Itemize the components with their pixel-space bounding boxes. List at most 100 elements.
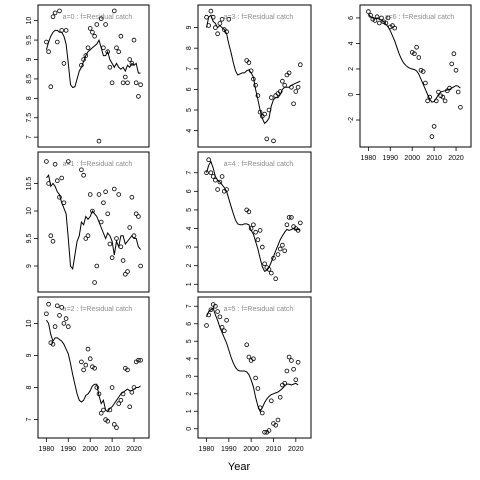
data-point (103, 22, 108, 27)
data-point (87, 192, 93, 197)
y-tick-label: 9 (26, 57, 33, 61)
data-point (219, 16, 225, 22)
data-point (59, 28, 64, 33)
data-point (131, 37, 137, 43)
panel-frame (197, 296, 312, 439)
data-point (455, 89, 461, 95)
y-tick-label: 4 (186, 129, 193, 133)
data-point (96, 192, 102, 197)
data-point (52, 324, 58, 329)
data-point (44, 311, 49, 317)
y-tick-label: 2 (348, 67, 355, 71)
data-point (129, 61, 135, 66)
fitted-line (206, 307, 299, 413)
data-point (224, 317, 229, 323)
data-point (266, 267, 272, 272)
data-point (268, 95, 274, 100)
data-point (94, 22, 100, 27)
y-tick-label: 10.5 (26, 177, 33, 191)
data-point (217, 314, 223, 320)
data-point (217, 21, 223, 26)
y-tick-label: 7.5 (26, 113, 33, 123)
data-point (433, 98, 439, 104)
data-point (376, 20, 382, 26)
data-point (87, 356, 93, 362)
data-point (385, 15, 391, 21)
data-point (120, 258, 126, 263)
data-point (46, 49, 51, 54)
x-axis-label: Year (228, 461, 251, 473)
data-point (215, 31, 220, 37)
panel-frame (37, 296, 150, 439)
data-point (204, 14, 209, 20)
y-tick-label: 9 (26, 264, 33, 268)
data-point (125, 269, 130, 274)
x-tick-label: 2000 (243, 446, 259, 453)
y-tick-label: 7 (26, 418, 33, 422)
panel-frame (197, 4, 312, 148)
x-tick-label: 2020 (448, 155, 464, 162)
y-tick-label: 8 (26, 96, 33, 100)
data-point (291, 101, 296, 107)
data-point (251, 222, 256, 228)
y-tick-label: 3 (186, 245, 193, 249)
data-point (251, 76, 256, 82)
y-tick-label: 4 (186, 357, 193, 361)
panel-frame (197, 151, 312, 293)
data-point (208, 170, 214, 176)
panel-a4: a=4 : f=Residual catch 1 2 3 4 5 6 7 (186, 151, 312, 293)
data-point (83, 362, 89, 368)
data-point (271, 138, 276, 144)
fitted-line (45, 319, 141, 413)
data-point (92, 33, 97, 39)
x-tick-label: 1980 (39, 446, 55, 453)
data-point (416, 55, 422, 60)
data-point (257, 109, 263, 115)
data-point (206, 157, 212, 163)
y-tick-label: 8 (186, 46, 193, 50)
data-point (103, 189, 108, 195)
data-point (107, 407, 113, 413)
data-point (289, 215, 294, 220)
data-point (219, 174, 225, 179)
data-point (136, 94, 141, 99)
data-point (444, 88, 450, 93)
data-point (289, 85, 294, 90)
data-point (79, 63, 84, 68)
data-point (206, 23, 212, 28)
fitted-line (46, 174, 141, 271)
data-point (94, 263, 100, 269)
data-point (420, 69, 426, 74)
data-point (273, 276, 279, 282)
data-point (277, 89, 283, 94)
data-point (118, 397, 124, 403)
data-point (61, 61, 67, 66)
data-point (98, 16, 104, 22)
y-tick-label: 8.5 (26, 74, 33, 84)
panel-a6: a=6 : f=Residual catch -2 0 2 4 6 1980 1990 2000… (348, 4, 472, 162)
data-point (44, 39, 49, 45)
data-point (48, 84, 54, 89)
data-point (118, 244, 124, 250)
data-point (129, 195, 135, 200)
y-tick-label: 9 (186, 26, 193, 30)
data-point (101, 407, 106, 413)
data-point (63, 28, 69, 33)
data-point (136, 214, 141, 219)
y-tick-label: 4 (348, 41, 355, 45)
data-point (204, 323, 209, 328)
data-point (257, 405, 263, 411)
data-point (125, 367, 130, 373)
data-point (293, 377, 299, 383)
panel-label: a=5 : f=Residual catch (224, 306, 294, 313)
y-tick-label: 5 (186, 108, 193, 112)
y-tick-label: 3 (186, 374, 193, 378)
data-point (280, 242, 285, 248)
data-point (259, 244, 265, 250)
y-tick-label: 7 (186, 67, 193, 71)
data-point (66, 324, 71, 329)
y-tick-label: 7 (186, 304, 193, 308)
data-point (133, 211, 139, 217)
data-point (112, 8, 117, 14)
data-point (204, 170, 209, 176)
